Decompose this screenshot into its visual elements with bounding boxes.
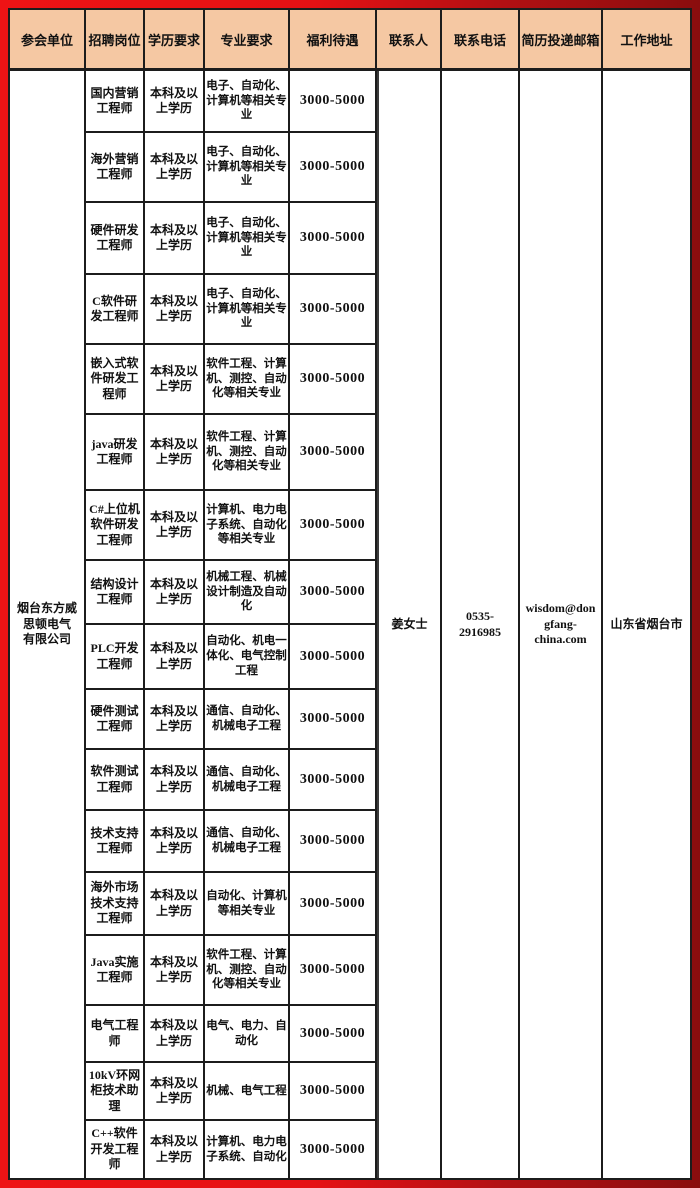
contact-phone-cell: 0535- 2916985 xyxy=(442,71,520,1178)
salary-cell: 3000-5000 xyxy=(290,873,377,936)
salary-cell: 3000-5000 xyxy=(290,491,377,561)
position-cell: C软件研发工程师 xyxy=(86,275,145,345)
education-cell: 本科及以上学历 xyxy=(145,690,205,750)
position-cell: 技术支持工程师 xyxy=(86,811,145,873)
education-cell: 本科及以上学历 xyxy=(145,71,205,133)
education-cell: 本科及以上学历 xyxy=(145,1006,205,1063)
education-cell: 本科及以上学历 xyxy=(145,811,205,873)
recruitment-table: 参会单位 招聘岗位 学历要求 专业要求 福利待遇 联系人 联系电话 简历投递邮箱… xyxy=(8,8,692,1180)
salary-cell: 3000-5000 xyxy=(290,133,377,203)
major-cell: 软件工程、计算机、测控、自动化等相关专业 xyxy=(205,936,290,1006)
education-cell: 本科及以上学历 xyxy=(145,625,205,690)
salary-cell: 3000-5000 xyxy=(290,750,377,811)
position-cell: 硬件测试工程师 xyxy=(86,690,145,750)
salary-cell: 3000-5000 xyxy=(290,561,377,625)
position-cell: 国内营销工程师 xyxy=(86,71,145,133)
major-cell: 电子、自动化、计算机等相关专业 xyxy=(205,133,290,203)
major-cell: 机械、电气工程 xyxy=(205,1063,290,1121)
position-cell: C#上位机软件研发工程师 xyxy=(86,491,145,561)
header-contact-phone: 联系电话 xyxy=(442,10,520,71)
position-cell: 海外市场技术支持工程师 xyxy=(86,873,145,936)
header-education: 学历要求 xyxy=(145,10,205,71)
salary-cell: 3000-5000 xyxy=(290,275,377,345)
salary-cell: 3000-5000 xyxy=(290,203,377,275)
education-cell: 本科及以上学历 xyxy=(145,133,205,203)
education-cell: 本科及以上学历 xyxy=(145,1121,205,1178)
major-cell: 自动化、机电一体化、电气控制工程 xyxy=(205,625,290,690)
contact-address-cell: 山东省烟台市 xyxy=(610,616,683,631)
position-cell: Java实施工程师 xyxy=(86,936,145,1006)
header-position: 招聘岗位 xyxy=(86,10,145,71)
major-cell: 计算机、电力电子系统、自动化等相关专业 xyxy=(205,491,290,561)
position-cell: 结构设计工程师 xyxy=(86,561,145,625)
header-company: 参会单位 xyxy=(10,10,86,71)
major-cell: 通信、自动化、机械电子工程 xyxy=(205,750,290,811)
position-cell: java研发工程师 xyxy=(86,415,145,491)
position-cell: PLC开发工程师 xyxy=(86,625,145,690)
education-cell: 本科及以上学历 xyxy=(145,275,205,345)
salary-cell: 3000-5000 xyxy=(290,1006,377,1063)
major-cell: 软件工程、计算机、测控、自动化等相关专业 xyxy=(205,345,290,415)
education-cell: 本科及以上学历 xyxy=(145,561,205,625)
salary-cell: 3000-5000 xyxy=(290,936,377,1006)
education-cell: 本科及以上学历 xyxy=(145,415,205,491)
company-cell: 烟台东方威 思顿电气 有限公司 xyxy=(10,71,86,1178)
salary-cell: 3000-5000 xyxy=(290,1063,377,1121)
header-resume-email: 简历投递邮箱 xyxy=(520,10,603,71)
major-cell: 电子、自动化、计算机等相关专业 xyxy=(205,203,290,275)
header-salary: 福利待遇 xyxy=(290,10,377,71)
salary-cell: 3000-5000 xyxy=(290,690,377,750)
education-cell: 本科及以上学历 xyxy=(145,936,205,1006)
contact-email-cell: wisdom@don gfang- china.com xyxy=(520,71,603,1178)
major-cell: 自动化、计算机等相关专业 xyxy=(205,873,290,936)
education-cell: 本科及以上学历 xyxy=(145,1063,205,1121)
major-cell: 软件工程、计算机、测控、自动化等相关专业 xyxy=(205,415,290,491)
salary-cell: 3000-5000 xyxy=(290,1121,377,1178)
salary-cell: 3000-5000 xyxy=(290,811,377,873)
position-cell: 电气工程师 xyxy=(86,1006,145,1063)
position-cell: C++软件开发工程师 xyxy=(86,1121,145,1178)
position-cell: 海外营销工程师 xyxy=(86,133,145,203)
major-cell: 通信、自动化、机械电子工程 xyxy=(205,811,290,873)
education-cell: 本科及以上学历 xyxy=(145,203,205,275)
major-cell: 计算机、电力电子系统、自动化 xyxy=(205,1121,290,1178)
header-contact-person: 联系人 xyxy=(377,10,442,71)
salary-cell: 3000-5000 xyxy=(290,415,377,491)
table-body-grid: 烟台东方威 思顿电气 有限公司 姜女士 0535- 2916985 wisdom… xyxy=(10,71,690,1178)
major-cell: 电气、电力、自动化 xyxy=(205,1006,290,1063)
table-header-row: 参会单位 招聘岗位 学历要求 专业要求 福利待遇 联系人 联系电话 简历投递邮箱… xyxy=(10,10,690,71)
education-cell: 本科及以上学历 xyxy=(145,750,205,811)
position-cell: 硬件研发工程师 xyxy=(86,203,145,275)
major-cell: 电子、自动化、计算机等相关专业 xyxy=(205,71,290,133)
major-cell: 电子、自动化、计算机等相关专业 xyxy=(205,275,290,345)
header-major: 专业要求 xyxy=(205,10,290,71)
major-cell: 机械工程、机械设计制造及自动化 xyxy=(205,561,290,625)
header-work-address: 工作地址 xyxy=(603,10,690,71)
education-cell: 本科及以上学历 xyxy=(145,873,205,936)
salary-cell: 3000-5000 xyxy=(290,345,377,415)
salary-cell: 3000-5000 xyxy=(290,625,377,690)
position-cell: 软件测试工程师 xyxy=(86,750,145,811)
major-cell: 通信、自动化、机械电子工程 xyxy=(205,690,290,750)
position-cell: 嵌入式软件研发工程师 xyxy=(86,345,145,415)
salary-cell: 3000-5000 xyxy=(290,71,377,133)
education-cell: 本科及以上学历 xyxy=(145,491,205,561)
education-cell: 本科及以上学历 xyxy=(145,345,205,415)
contact-person-cell: 姜女士 xyxy=(377,71,442,1178)
position-cell: 10kV环网柜技术助理 xyxy=(86,1063,145,1121)
